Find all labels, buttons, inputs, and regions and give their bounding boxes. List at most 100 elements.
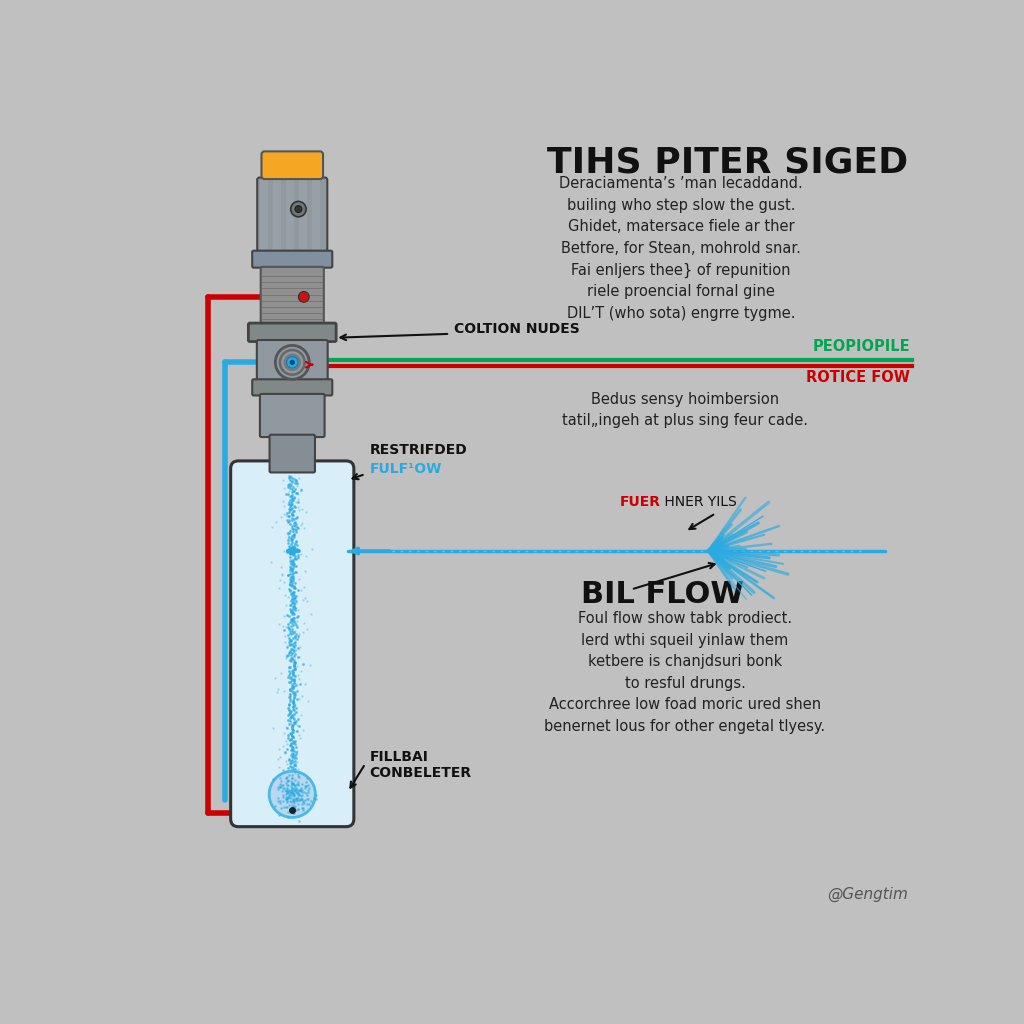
Point — [286, 715, 302, 731]
Point — [284, 606, 300, 623]
Point — [274, 493, 291, 509]
Point — [286, 688, 302, 705]
Point — [285, 762, 301, 778]
Point — [292, 781, 308, 798]
Point — [283, 534, 299, 550]
Point — [286, 539, 302, 555]
Point — [279, 525, 295, 542]
Point — [290, 782, 306, 799]
Point — [285, 733, 301, 750]
Point — [281, 767, 297, 783]
Point — [285, 734, 301, 751]
Point — [284, 773, 300, 790]
Point — [298, 504, 314, 520]
Point — [282, 767, 298, 783]
Point — [286, 489, 302, 506]
Point — [279, 792, 295, 808]
Point — [282, 502, 298, 518]
Point — [288, 473, 304, 489]
Point — [285, 601, 301, 617]
Point — [283, 487, 299, 504]
Point — [287, 703, 303, 720]
Point — [283, 557, 299, 573]
Point — [288, 537, 304, 553]
Point — [281, 651, 297, 668]
Point — [288, 623, 304, 639]
Point — [282, 487, 298, 504]
Point — [280, 784, 296, 801]
Point — [286, 556, 302, 572]
Point — [285, 586, 301, 602]
Bar — [312, 180, 321, 249]
Point — [288, 750, 304, 766]
Point — [284, 487, 300, 504]
Bar — [259, 180, 267, 249]
Point — [307, 791, 324, 807]
Point — [279, 720, 295, 736]
Point — [274, 738, 291, 755]
Point — [278, 744, 294, 761]
Point — [280, 783, 296, 800]
Point — [281, 697, 297, 714]
Point — [287, 550, 303, 566]
Point — [285, 568, 301, 585]
Point — [294, 501, 310, 517]
Point — [299, 777, 315, 794]
Point — [283, 736, 299, 753]
Point — [272, 775, 289, 792]
Point — [293, 582, 309, 598]
Point — [298, 769, 314, 785]
Text: Deraciamenta’s ’man lecaddand.
builing who step slow the gust.
Ghidet, matersace: Deraciamenta’s ’man lecaddand. builing w… — [559, 176, 803, 321]
Point — [288, 723, 304, 739]
Point — [286, 673, 302, 689]
Point — [279, 775, 295, 792]
Point — [286, 511, 302, 527]
Text: ROTICE FOW: ROTICE FOW — [806, 370, 909, 385]
Point — [279, 790, 295, 806]
Text: Bedus sensy hoimbersion
tatil„ingeh at plus sing feur cade.: Bedus sensy hoimbersion tatil„ingeh at p… — [562, 391, 808, 428]
Point — [276, 634, 293, 650]
Point — [283, 632, 299, 648]
Point — [271, 779, 288, 796]
Point — [288, 780, 304, 797]
Point — [285, 520, 301, 537]
Point — [284, 791, 300, 807]
Point — [285, 777, 301, 794]
Point — [281, 776, 297, 793]
Point — [282, 802, 298, 818]
Point — [292, 793, 308, 809]
Point — [285, 678, 301, 694]
Point — [284, 611, 300, 628]
Point — [285, 612, 301, 629]
Point — [297, 792, 313, 808]
Point — [283, 488, 299, 505]
Point — [288, 700, 304, 717]
Point — [278, 647, 294, 664]
Point — [284, 474, 300, 490]
Point — [283, 778, 299, 795]
Point — [287, 702, 303, 719]
Point — [281, 620, 297, 636]
Point — [281, 525, 297, 542]
Point — [281, 644, 297, 660]
Point — [284, 780, 300, 797]
Point — [283, 785, 299, 802]
Point — [282, 642, 298, 658]
Point — [297, 780, 313, 797]
Point — [280, 776, 296, 793]
Point — [282, 679, 298, 695]
Point — [282, 784, 298, 801]
Point — [284, 507, 300, 523]
Point — [289, 608, 305, 625]
Point — [283, 632, 299, 648]
Point — [284, 797, 300, 813]
Point — [285, 556, 301, 572]
Point — [286, 471, 302, 487]
Point — [284, 561, 300, 578]
Point — [279, 505, 295, 521]
Point — [284, 623, 300, 639]
Point — [284, 678, 300, 694]
Point — [284, 562, 300, 579]
Point — [275, 543, 292, 559]
Point — [286, 595, 302, 611]
